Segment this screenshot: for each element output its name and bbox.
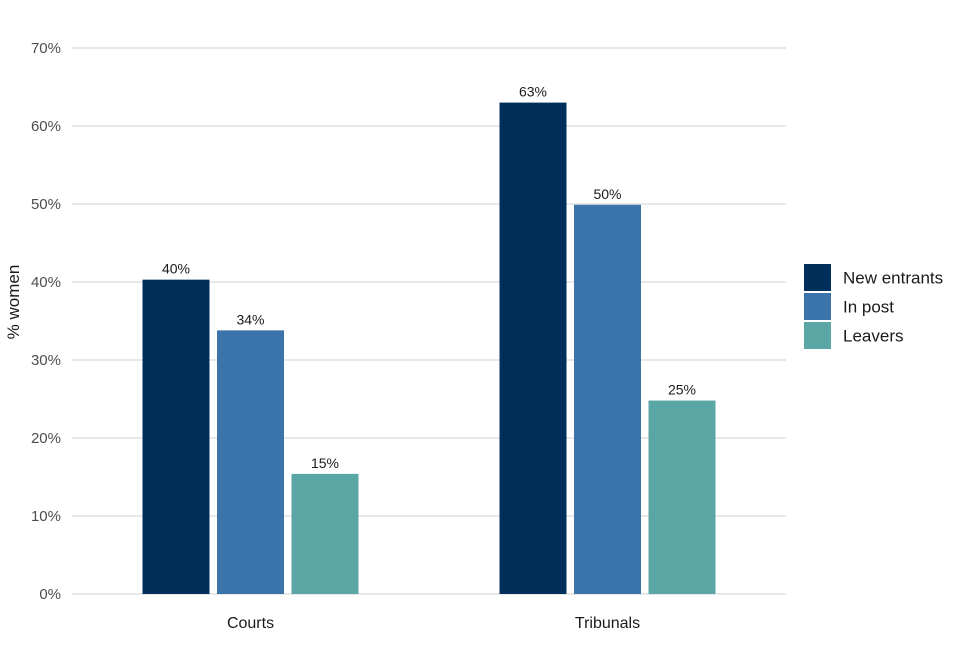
legend-swatch (804, 322, 831, 349)
data-labels: 40% 34% 15% 63% 50% 25% (162, 84, 696, 471)
y-tick-label: 20% (31, 430, 61, 447)
y-tick-label: 0% (39, 586, 61, 603)
y-tick-label: 70% (31, 40, 61, 57)
bar-courts-in-post (217, 330, 284, 594)
y-axis-ticks: 0% 10% 20% 30% 40% 50% 60% 70% (31, 40, 61, 603)
legend-label: New entrants (843, 269, 943, 288)
x-category-label: Courts (227, 615, 274, 632)
y-tick-label: 60% (31, 118, 61, 135)
data-label: 34% (236, 311, 264, 327)
bars (142, 102, 716, 594)
data-label: 63% (519, 84, 547, 100)
y-tick-label: 40% (31, 274, 61, 291)
x-category-label: Tribunals (575, 615, 640, 632)
bar-tribunals-new-entrants (499, 102, 567, 594)
bar-courts-leavers (291, 473, 359, 594)
y-tick-label: 50% (31, 196, 61, 213)
legend-label: In post (843, 298, 894, 317)
data-label: 50% (593, 186, 621, 202)
bar-courts-new-entrants (142, 279, 210, 594)
legend-label: Leavers (843, 327, 903, 346)
legend-swatch (804, 293, 831, 320)
data-label: 15% (311, 455, 339, 471)
data-label: 40% (162, 261, 190, 277)
legend: New entrants In post Leavers (804, 264, 943, 349)
y-axis-title: % women (4, 265, 23, 340)
bar-tribunals-in-post (574, 204, 641, 594)
x-axis-categories: Courts Tribunals (227, 615, 640, 632)
data-label: 25% (668, 382, 696, 398)
y-tick-label: 10% (31, 508, 61, 525)
y-tick-label: 30% (31, 352, 61, 369)
legend-swatch (804, 264, 831, 291)
bar-tribunals-leavers (648, 400, 716, 594)
